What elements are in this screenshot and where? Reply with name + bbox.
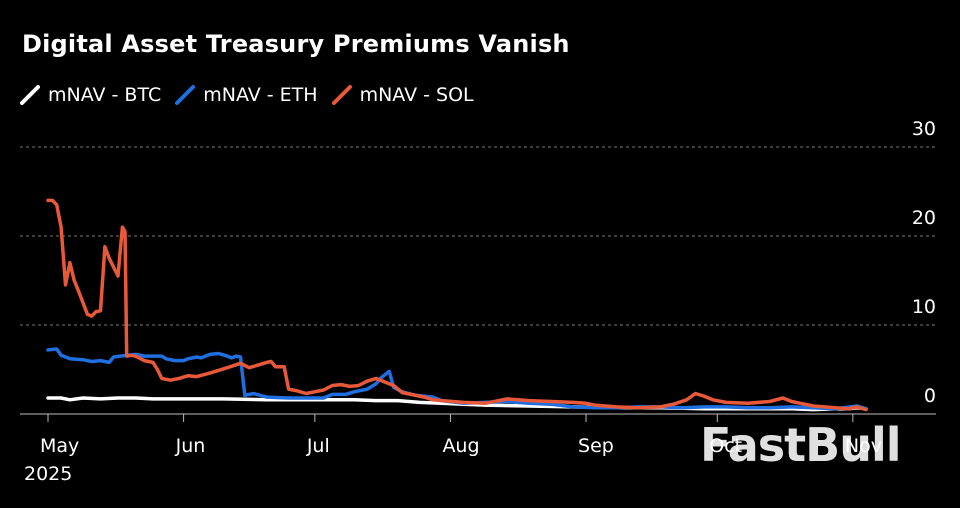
x-tick-label-nov: Nov [845,435,882,457]
legend: mNAV - BTC mNAV - ETH mNAV - SOL [20,84,474,106]
y-tick-label-10: 10 [912,296,936,318]
y-tick-label-30: 30 [912,118,936,140]
legend-item-eth: mNAV - ETH [175,84,318,106]
x-tick-label-may: May [40,435,79,457]
legend-item-btc: mNAV - BTC [20,84,161,106]
legend-swatch-btc [20,85,40,105]
legend-label-btc: mNAV - BTC [48,84,162,106]
x-tick-label-jun: Jun [175,435,206,457]
x-tick-sublabel-year: 2025 [24,463,72,485]
legend-swatch-eth [175,85,196,105]
legend-label-eth: mNAV - ETH [203,84,318,106]
x-tick-label-jul: Jul [306,435,330,457]
watermark-logo: FastBull [700,418,901,472]
legend-swatch-sol [331,85,352,105]
x-tick-label-oct: Oct [709,435,742,457]
series-line-sol [46,198,868,412]
y-tick-label-0: 0 [924,385,936,407]
y-tick-label-20: 20 [912,207,936,229]
legend-item-sol: mNAV - SOL [331,84,474,106]
legend-label-sol: mNAV - SOL [359,84,474,106]
x-tick-label-sep: Sep [578,435,614,457]
chart-title: Digital Asset Treasury Premiums Vanish [22,30,570,58]
series-line-btc [46,396,868,412]
x-tick-label-aug: Aug [442,435,479,457]
